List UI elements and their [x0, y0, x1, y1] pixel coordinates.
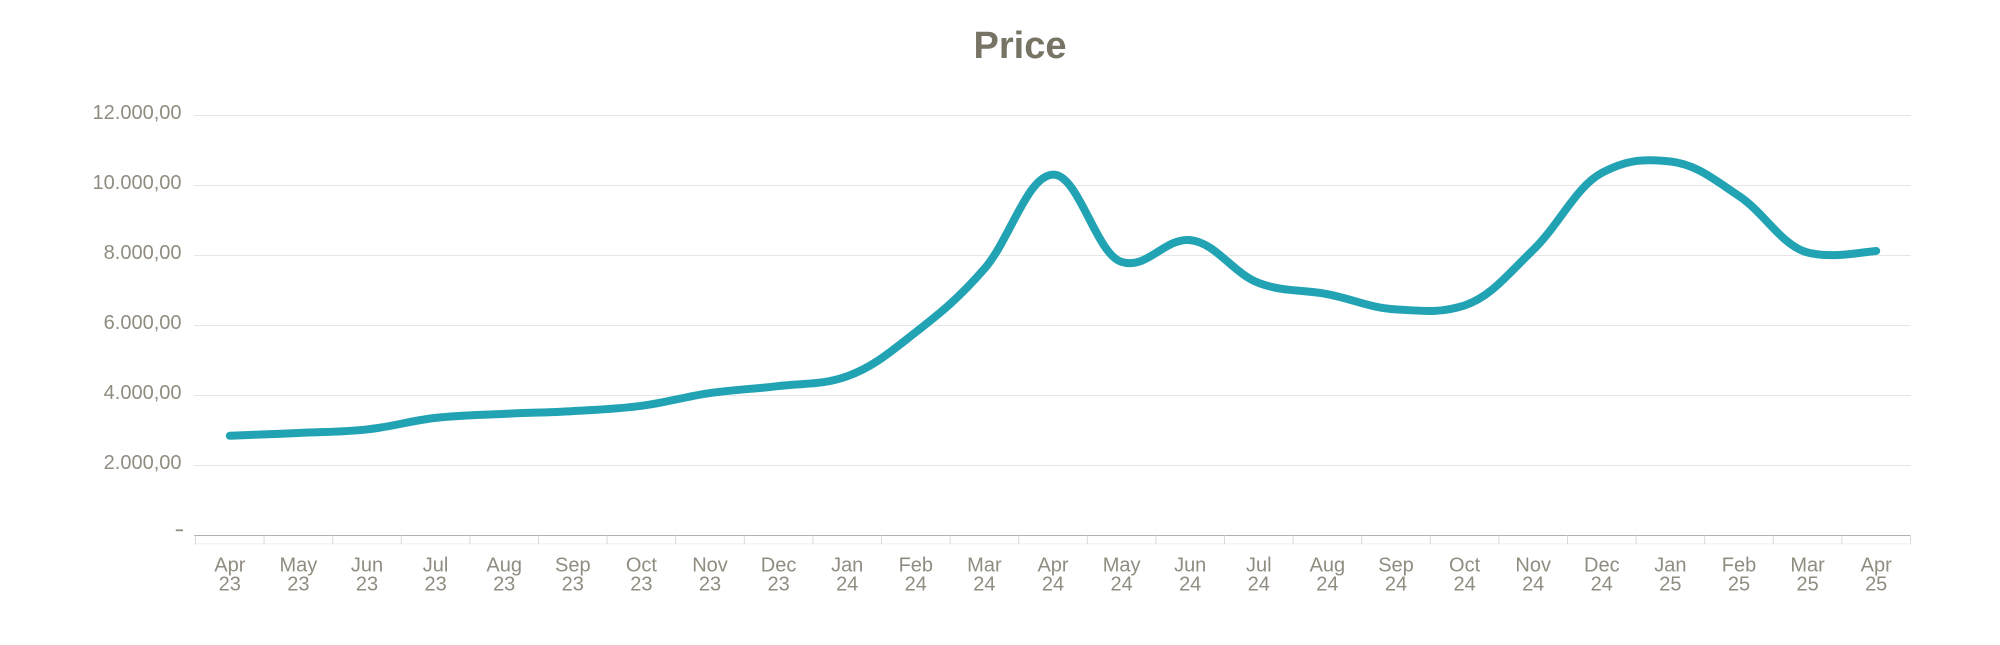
svg-text:23: 23	[219, 574, 241, 596]
svg-text:25: 25	[1796, 574, 1818, 596]
svg-text:12.000,00: 12.000,00	[93, 102, 182, 124]
svg-text:May: May	[280, 555, 318, 577]
svg-text:23: 23	[699, 574, 721, 596]
svg-text:Oct: Oct	[1449, 555, 1481, 577]
svg-text:Price: Price	[974, 25, 1067, 67]
svg-text:24: 24	[1385, 574, 1407, 596]
svg-text:Jan: Jan	[831, 555, 863, 577]
svg-text:Jun: Jun	[351, 555, 383, 577]
svg-text:24: 24	[1179, 574, 1201, 596]
svg-text:Apr: Apr	[214, 555, 245, 577]
svg-text:23: 23	[767, 574, 789, 596]
svg-text:23: 23	[493, 574, 515, 596]
svg-text:23: 23	[287, 574, 309, 596]
svg-text:25: 25	[1865, 574, 1887, 596]
svg-text:Jun: Jun	[1174, 555, 1206, 577]
svg-text:23: 23	[356, 574, 378, 596]
svg-text:2.000,00: 2.000,00	[104, 452, 182, 474]
svg-text:Aug: Aug	[1310, 555, 1346, 577]
svg-text:24: 24	[1110, 574, 1132, 596]
svg-text:23: 23	[424, 574, 446, 596]
svg-text:Mar: Mar	[967, 555, 1002, 577]
svg-text:25: 25	[1659, 574, 1681, 596]
svg-text:Aug: Aug	[486, 555, 522, 577]
svg-text:24: 24	[1591, 574, 1613, 596]
svg-text:24: 24	[1453, 574, 1475, 596]
svg-text:24: 24	[1248, 574, 1270, 596]
svg-text:24: 24	[1316, 574, 1338, 596]
svg-text:24: 24	[905, 574, 927, 596]
svg-text:Apr: Apr	[1861, 555, 1892, 577]
svg-text:Oct: Oct	[626, 555, 658, 577]
svg-text:10.000,00: 10.000,00	[93, 172, 182, 194]
svg-text:Sep: Sep	[555, 555, 591, 577]
svg-text:8.000,00: 8.000,00	[104, 242, 182, 264]
svg-text:Apr: Apr	[1037, 555, 1068, 577]
svg-text:Jul: Jul	[1246, 555, 1272, 577]
svg-text:25: 25	[1728, 574, 1750, 596]
svg-text:23: 23	[562, 574, 584, 596]
svg-text:Jan: Jan	[1654, 555, 1686, 577]
svg-text:24: 24	[1042, 574, 1064, 596]
svg-text:24: 24	[973, 574, 995, 596]
svg-text:Dec: Dec	[1584, 555, 1620, 577]
svg-text:Jul: Jul	[423, 555, 449, 577]
svg-text:24: 24	[1522, 574, 1544, 596]
svg-text:Nov: Nov	[1515, 555, 1551, 577]
svg-text:May: May	[1103, 555, 1141, 577]
svg-text:Feb: Feb	[899, 555, 933, 577]
svg-text:Nov: Nov	[692, 555, 728, 577]
svg-text:Mar: Mar	[1790, 555, 1825, 577]
svg-text:Dec: Dec	[761, 555, 797, 577]
svg-text:Sep: Sep	[1378, 555, 1414, 577]
svg-text:24: 24	[836, 574, 858, 596]
svg-text:Feb: Feb	[1722, 555, 1756, 577]
svg-text:6.000,00: 6.000,00	[104, 312, 182, 334]
svg-text:4.000,00: 4.000,00	[104, 382, 182, 404]
svg-text:23: 23	[630, 574, 652, 596]
